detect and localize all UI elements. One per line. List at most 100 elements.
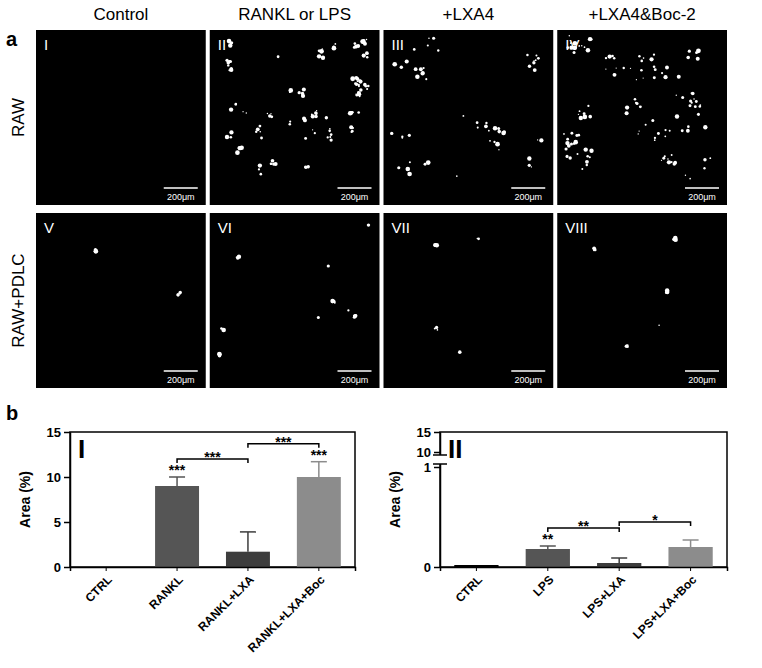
signal-spot [366, 88, 368, 90]
scale-bar [685, 370, 719, 372]
y-tick-mark [64, 522, 70, 524]
signal-spot [303, 118, 307, 122]
signal-spot [532, 61, 535, 64]
micrograph-background [36, 213, 206, 388]
signal-spot [229, 107, 233, 111]
y-axis: 051015 [47, 425, 71, 575]
axis-break [433, 455, 447, 464]
signal-spot [594, 249, 597, 252]
signal-spot [695, 100, 698, 103]
micrograph-background [210, 213, 380, 388]
signal-spot [584, 147, 588, 151]
signal-spot [661, 72, 663, 74]
signal-spot [177, 294, 180, 297]
signal-spot [217, 352, 222, 357]
signal-spot [638, 133, 639, 134]
signal-spot [638, 55, 640, 57]
image-label: VI [218, 219, 232, 236]
signal-spot [533, 68, 537, 72]
x-tick-label: LPS+LXA+Boc [630, 572, 700, 642]
signal-spot [664, 135, 666, 137]
error-bar [311, 462, 327, 477]
chart-title: I [78, 434, 85, 464]
signal-spot [636, 102, 639, 105]
signal-spot [663, 75, 667, 79]
signal-spot [258, 168, 260, 170]
signal-spot [321, 56, 325, 60]
y-tick-mark [64, 477, 70, 479]
signal-spot [691, 92, 693, 94]
x-tick-mark [476, 567, 477, 571]
scale-bar [511, 187, 545, 189]
signal-spot [568, 156, 571, 159]
signal-spot [435, 326, 438, 329]
signal-spot [581, 168, 583, 170]
signal-spot [316, 110, 317, 111]
error-bar [240, 532, 256, 552]
signal-spot [425, 78, 427, 80]
significance-label: *** [275, 434, 292, 450]
signal-spot [638, 130, 639, 131]
error-bar [683, 540, 699, 547]
x-axis-line [441, 568, 728, 572]
signal-spot [584, 46, 586, 48]
image-label: III [392, 36, 405, 53]
signal-spot [366, 56, 368, 58]
image-label: I [44, 36, 48, 53]
signal-spot [178, 291, 181, 294]
signal-spot [435, 327, 436, 328]
significance-label: *** [169, 462, 186, 478]
signal-spot [676, 95, 677, 96]
signal-spot [664, 129, 666, 131]
signal-spot [314, 132, 316, 134]
axis-break-mark [433, 463, 447, 465]
signal-spot [357, 111, 360, 114]
y-axis-line [70, 433, 72, 568]
scale-bar-label: 200μm [341, 375, 369, 385]
signal-spot [432, 37, 435, 40]
significance-label: * [652, 512, 658, 528]
signal-spot [670, 161, 672, 163]
signal-spot [225, 59, 228, 62]
signal-spot [493, 141, 495, 143]
scale-bar-label: 200μm [167, 192, 195, 202]
signal-spot [696, 57, 700, 61]
signal-spot [573, 142, 575, 144]
signal-spot [353, 315, 356, 318]
signal-spot [330, 299, 335, 304]
micrograph-signal [225, 39, 370, 176]
signal-spot [179, 293, 181, 295]
annotations: ************ [169, 434, 328, 478]
signal-spot [330, 138, 333, 141]
error-bar-cap [611, 557, 627, 559]
signal-spot [693, 98, 695, 100]
x-tick-label: LPS [530, 573, 556, 599]
signal-spot [627, 346, 629, 348]
signal-spot [613, 73, 617, 77]
signal-spot [327, 136, 329, 138]
signal-spot [328, 130, 331, 133]
error-bar-cap [240, 531, 256, 533]
micrograph-background [36, 30, 206, 205]
signal-spot [289, 123, 292, 126]
signal-spot [298, 91, 301, 94]
signal-spot [689, 104, 692, 107]
signal-spot [314, 111, 318, 115]
signal-spot [319, 49, 324, 54]
signal-spot [484, 124, 488, 128]
x-tick: RANKL+LXA+Boc [245, 567, 328, 655]
signal-spot [654, 139, 656, 141]
image-label: VIII [565, 219, 588, 236]
signal-spot [413, 48, 416, 51]
x-tick: RANKL [146, 567, 186, 612]
bar-chart: 051015CTRLRANKLRANKL+LXARANKL+LXA+BocAre… [17, 425, 356, 656]
signal-spot [258, 163, 262, 167]
y-tick-mark [434, 432, 440, 434]
signal-spot [289, 121, 291, 123]
signal-spot [353, 314, 357, 318]
signal-spot [408, 134, 411, 137]
signal-spot [583, 112, 586, 115]
signal-spot [626, 344, 629, 347]
x-axis: CTRLRANKLRANKL+LXARANKL+LXA+Boc [71, 567, 356, 655]
plot-frame [70, 432, 355, 567]
